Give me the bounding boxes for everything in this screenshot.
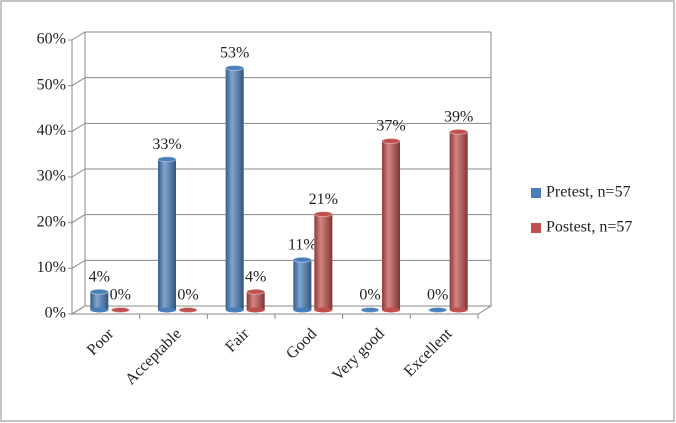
data-label: 4% (89, 268, 110, 285)
y-tick-label: 50% (37, 76, 66, 93)
bar-top (246, 288, 266, 295)
data-label: 21% (309, 191, 338, 208)
grid-line (71, 305, 491, 315)
grid-line (71, 77, 491, 87)
data-label: 39% (444, 109, 473, 126)
bar-bottom (293, 307, 312, 313)
bar-top (89, 288, 109, 295)
legend-label: Pretest, n=57 (546, 184, 631, 201)
y-tick-label: 30% (37, 168, 66, 185)
bar-top (381, 138, 401, 145)
data-label: 0% (359, 287, 380, 304)
y-tick-label: 60% (37, 31, 66, 48)
bar-shade (158, 159, 176, 310)
y-tick-label: 0% (45, 305, 66, 322)
grid-line (71, 168, 491, 178)
bar-bottom (225, 307, 244, 313)
bar-top (157, 156, 177, 163)
bar-top (178, 307, 198, 313)
floor (70, 305, 493, 315)
data-label: 0% (177, 287, 198, 304)
bar-top (449, 128, 469, 135)
data-label: 0% (110, 287, 131, 304)
bar-shade (246, 291, 265, 310)
grid-line (71, 122, 491, 132)
legend-label: Postest, n=57 (546, 219, 632, 236)
bar-top (360, 307, 380, 313)
y-tick-label: 20% (37, 213, 66, 230)
bar-top (225, 64, 245, 71)
bar-shade (382, 141, 400, 310)
bar-bottom (90, 307, 109, 313)
bar-top (313, 211, 333, 218)
grid-line (71, 259, 491, 269)
grid-line (71, 214, 491, 224)
bar-bottom (246, 307, 265, 313)
bar-top (428, 307, 448, 313)
bar-shade (449, 131, 468, 310)
data-label: 53% (220, 45, 249, 62)
grid-line (71, 31, 491, 41)
bar-bottom (382, 307, 400, 313)
bar-bottom (158, 307, 176, 313)
legend-swatch (531, 223, 541, 233)
bar-shade (314, 214, 333, 310)
data-label: 11% (288, 236, 317, 253)
bar-bottom (449, 307, 468, 313)
bar-top (110, 307, 130, 313)
bar-shade (90, 291, 109, 310)
legend-swatch (531, 188, 541, 198)
y-tick-label: 40% (37, 122, 66, 139)
data-label: 37% (376, 118, 405, 135)
bar-bottom (314, 307, 333, 313)
bar-shade (293, 259, 312, 310)
data-label: 33% (152, 136, 181, 153)
data-label: 4% (245, 268, 266, 285)
bar-shade (225, 67, 244, 310)
bar-top (292, 256, 312, 263)
y-tick-label: 10% (37, 259, 66, 276)
data-label: 0% (427, 287, 448, 304)
